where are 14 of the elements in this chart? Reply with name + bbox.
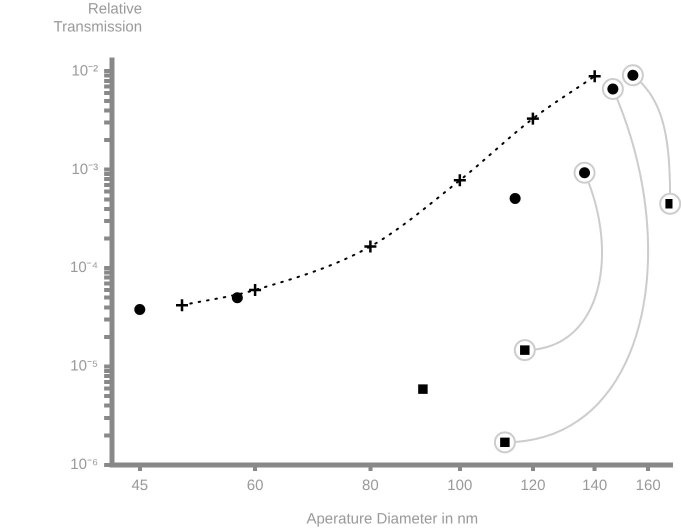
y-tick-label: 10⁻² <box>71 62 98 80</box>
x-tick-label: 100 <box>447 477 472 494</box>
x-tick-label: 60 <box>246 477 264 494</box>
y-tick-label: 10⁻³ <box>71 160 98 178</box>
x-tick-label: 120 <box>520 477 546 494</box>
x-tick-label: 80 <box>362 477 379 494</box>
y-axis-title: Relative Transmission <box>53 0 142 36</box>
x-tick-label: 160 <box>636 477 661 494</box>
y-tick-label: 10⁻⁴ <box>70 259 98 276</box>
x-tick-label: 45 <box>131 477 148 494</box>
x-tick-label: 140 <box>582 477 608 494</box>
x-axis-title: Aperature Diameter in nm <box>306 510 478 528</box>
y-tick-label: 10⁻⁶ <box>70 456 98 474</box>
y-tick-label: 10⁻⁵ <box>70 358 98 375</box>
